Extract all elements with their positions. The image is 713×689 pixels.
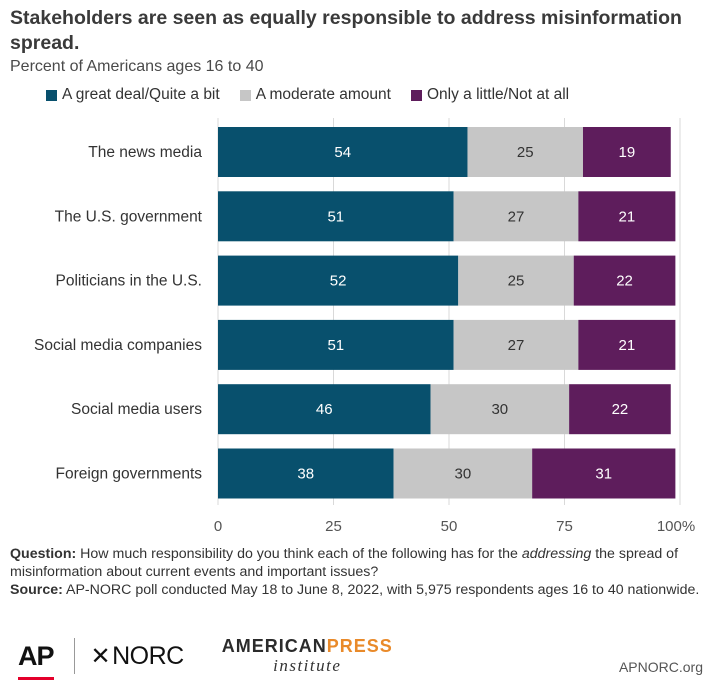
data-label: 51 (327, 208, 344, 225)
ap-logo: AP (18, 640, 55, 680)
legend-item-moderate: A moderate amount (239, 86, 391, 104)
bar-segment (453, 319, 579, 370)
legend-label-moderate: A moderate amount (255, 86, 391, 103)
bar-segment (573, 255, 676, 306)
x-tick-label-75: 75 (556, 518, 573, 535)
data-label: 30 (491, 401, 508, 418)
legend-swatch-little (410, 89, 422, 101)
logo-strip: AP ✕ NORC AMERICANPRESS institute (18, 634, 393, 680)
bar-segment (532, 448, 676, 499)
data-label: 30 (455, 466, 472, 483)
bar-segment (453, 191, 579, 242)
bar-segment (393, 448, 533, 499)
question-label: Question: (10, 546, 77, 562)
norc-mark-icon: ✕ (90, 642, 111, 670)
legend-label-little: Only a little/Not at all (426, 86, 570, 103)
bar-segment (218, 191, 454, 242)
data-label: 31 (595, 466, 612, 483)
legend-label-great-deal: A great deal/Quite a bit (62, 86, 220, 103)
source-text: AP-NORC poll conducted May 18 to June 8,… (66, 582, 700, 598)
question-text-1: How much responsibility do you think eac… (80, 546, 518, 562)
x-tick-label-0: 0 (214, 518, 222, 535)
data-label: 51 (327, 337, 344, 354)
legend-swatch-moderate (239, 89, 251, 101)
logo-divider (73, 638, 75, 674)
x-tick-label-50: 50 (441, 518, 458, 535)
bar-segment (582, 127, 671, 177)
category-label: Social media users (71, 401, 202, 418)
data-label: 52 (330, 273, 347, 290)
question-text-2: the spread of misinformation about curre… (10, 546, 679, 580)
bar-segment (467, 127, 583, 177)
ap-logo-underline (18, 676, 54, 680)
category-label: Politicians in the U.S. (56, 273, 202, 290)
question-emphasis: addressing (521, 546, 592, 562)
chart-footer: Question: How much responsibility do you… (10, 545, 705, 599)
category-label: The news media (88, 144, 202, 161)
ap-logo-text: AP (18, 640, 55, 671)
bar-segment (218, 384, 431, 435)
api-american-text: AMERICAN (221, 636, 327, 656)
bar-segment (430, 384, 570, 435)
x-tick-label-100: 100% (657, 518, 695, 535)
source-label: Source: (10, 582, 63, 598)
data-label: 46 (316, 401, 333, 418)
bar-segment (578, 319, 676, 370)
category-label: The U.S. government (55, 208, 203, 225)
chart-title: Stakeholders are seen as equally respons… (10, 7, 682, 54)
american-press-institute-logo: AMERICANPRESS institute (222, 636, 393, 676)
data-label: 22 (616, 273, 633, 290)
data-label: 22 (612, 401, 629, 418)
bar-segment (458, 255, 574, 306)
bar-segment (218, 319, 454, 370)
bar-segment (569, 384, 671, 435)
legend-item-little: Only a little/Not at all (410, 86, 570, 104)
category-label: Social media companies (34, 337, 202, 354)
data-label: 27 (508, 337, 525, 354)
data-label: 54 (334, 144, 351, 161)
data-label: 21 (619, 337, 636, 354)
bar-segment (218, 127, 468, 177)
data-label: 25 (508, 273, 525, 290)
api-institute-text: institute (273, 656, 342, 675)
stacked-bar-chart: 0 25 50 75 100% The news media 54 25 19 The U.S. … (34, 118, 695, 535)
legend-swatch-great-deal (46, 89, 57, 101)
chart-subtitle: Percent of Americans ages 16 to 40 (10, 58, 264, 75)
data-label: 25 (517, 144, 534, 161)
data-label: 27 (508, 208, 525, 225)
bar-segment (578, 191, 676, 242)
data-label: 19 (619, 144, 636, 161)
legend: A great deal/Quite a bit A moderate amou… (46, 86, 589, 104)
source-note: Source: AP-NORC poll conducted May 18 to… (10, 581, 705, 599)
credit-text: APNORC.org (618, 659, 703, 675)
question-note: Question: How much responsibility do you… (10, 545, 705, 581)
bar-segment (218, 255, 459, 306)
x-tick-label-25: 25 (325, 518, 342, 535)
data-label: 21 (619, 208, 636, 225)
norc-logo: ✕ NORC (90, 641, 185, 671)
legend-item-great-deal: A great deal/Quite a bit (46, 86, 220, 104)
category-label: Foreign governments (56, 466, 203, 483)
api-press-text: PRESS (326, 636, 393, 656)
norc-logo-text: NORC (112, 641, 184, 670)
bar-segment (218, 448, 394, 499)
data-label: 38 (297, 466, 314, 483)
